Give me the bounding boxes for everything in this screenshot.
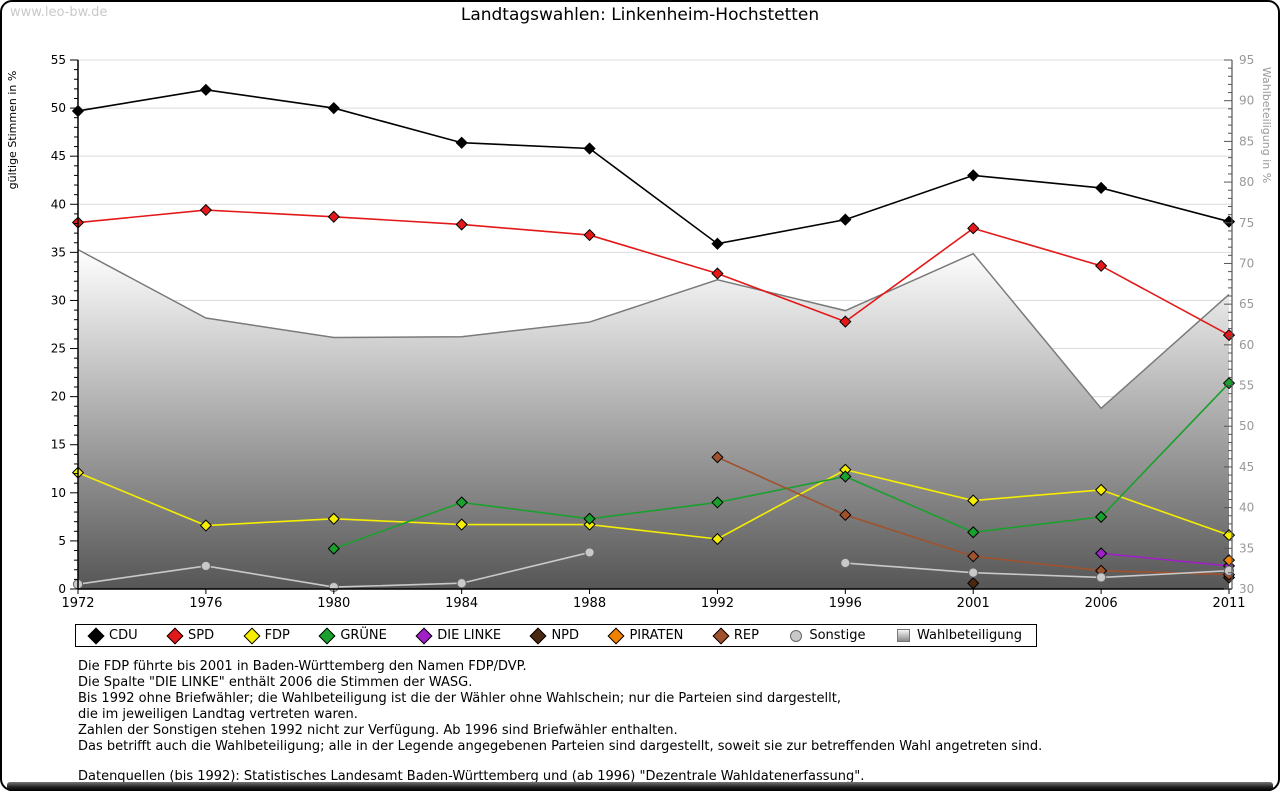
footnote-line: Bis 1992 ohne Briefwähler; die Wahlbetei…	[78, 691, 841, 706]
svg-text:5: 5	[58, 534, 66, 548]
legend-item-die-linke: DIE LINKE	[415, 627, 502, 644]
legend-item-sonstige: Sonstige	[790, 628, 866, 643]
legend-label: DIE LINKE	[437, 628, 502, 643]
legend-label: CDU	[109, 628, 138, 643]
diamond-marker-icon	[529, 627, 547, 644]
diamond-marker-icon	[87, 627, 105, 644]
diamond-marker-icon	[318, 627, 336, 644]
svg-text:35: 35	[51, 245, 66, 259]
svg-text:1988: 1988	[573, 596, 606, 611]
svg-text:1984: 1984	[445, 596, 478, 611]
legend-item-rep: REP	[712, 627, 759, 644]
svg-text:50: 50	[1239, 419, 1254, 433]
footnote-line: Zahlen der Sonstigen stehen 1992 nicht z…	[78, 723, 678, 738]
svg-text:0: 0	[58, 582, 66, 596]
legend-label: SPD	[188, 628, 215, 643]
svg-text:2006: 2006	[1085, 596, 1118, 611]
footnotes-lines: Die FDP führte bis 2001 in Baden-Württem…	[78, 659, 1042, 755]
svg-text:1972: 1972	[61, 596, 94, 611]
diamond-marker-icon	[712, 627, 730, 644]
svg-text:45: 45	[51, 149, 66, 163]
legend-label: PIRATEN	[629, 628, 684, 643]
svg-text:80: 80	[1239, 175, 1254, 189]
legend-item-fdp: FDP	[243, 627, 290, 644]
svg-text:95: 95	[1239, 53, 1254, 67]
svg-text:Wahlbeteiligung in %: Wahlbeteiligung in %	[1260, 67, 1273, 183]
svg-text:2011: 2011	[1212, 596, 1245, 611]
legend-item-wahlbeteiligung: Wahlbeteiligung	[896, 628, 1022, 643]
svg-text:90: 90	[1239, 94, 1254, 108]
svg-text:1980: 1980	[317, 596, 350, 611]
svg-text:1996: 1996	[829, 596, 862, 611]
svg-text:25: 25	[51, 342, 66, 356]
chart-footnotes: Die FDP führte bis 2001 in Baden-Württem…	[78, 659, 1042, 785]
svg-text:40: 40	[51, 197, 66, 211]
circle-marker-icon	[790, 629, 803, 642]
svg-text:2001: 2001	[957, 596, 990, 611]
legend-label: FDP	[264, 628, 290, 643]
svg-text:1992: 1992	[701, 596, 734, 611]
diamond-marker-icon	[166, 627, 184, 644]
svg-text:10: 10	[51, 486, 66, 500]
diamond-marker-icon	[607, 627, 625, 644]
legend-item-piraten: PIRATEN	[607, 627, 684, 644]
legend-item-cdu: CDU	[87, 627, 138, 644]
svg-text:70: 70	[1239, 256, 1254, 270]
square-marker-icon	[896, 629, 910, 642]
footnote-line: Die FDP führte bis 2001 in Baden-Württem…	[78, 659, 527, 674]
footnote-line: Die Spalte "DIE LINKE" enthält 2006 die …	[78, 675, 473, 690]
diamond-marker-icon	[415, 627, 433, 644]
svg-text:65: 65	[1239, 297, 1254, 311]
footnote-line: Das betrifft auch die Wahlbeteiligung; a…	[78, 739, 1043, 754]
legend-item-grüne: GRÜNE	[318, 627, 387, 644]
svg-text:55: 55	[51, 53, 66, 67]
svg-text:1976: 1976	[189, 596, 222, 611]
svg-text:15: 15	[51, 438, 66, 452]
svg-text:60: 60	[1239, 338, 1254, 352]
svg-text:35: 35	[1239, 541, 1254, 555]
svg-text:85: 85	[1239, 134, 1254, 148]
legend-label: Sonstige	[809, 628, 866, 643]
legend-item-spd: SPD	[166, 627, 215, 644]
svg-text:30: 30	[51, 293, 66, 307]
svg-text:gültige Stimmen in %: gültige Stimmen in %	[6, 71, 19, 190]
page-title: Landtagswahlen: Linkenheim-Hochstetten	[460, 5, 820, 25]
legend-label: GRÜNE	[340, 628, 387, 643]
window-bottom-edge	[7, 782, 1273, 791]
svg-text:30: 30	[1239, 582, 1254, 596]
svg-text:40: 40	[1239, 501, 1254, 515]
chart-legend: CDU SPD FDP GRÜNE DIE LINKE NPD PIRATEN REP Sons…	[75, 624, 1037, 647]
election-line-chart: 0 5 10 15 20 25 30 35 40 45 50 55 30 35 40 45 50 55 60 65 70…	[6, 53, 1273, 611]
site-watermark: www.leo-bw.de	[10, 5, 108, 20]
source-line: Datenquellen (bis 1992): Statistisches L…	[78, 769, 865, 784]
svg-text:45: 45	[1239, 460, 1254, 474]
svg-text:50: 50	[51, 101, 66, 115]
svg-text:20: 20	[51, 390, 66, 404]
legend-item-npd: NPD	[529, 627, 580, 644]
footnote-line: die im jeweiligen Landtag vertreten ware…	[78, 707, 358, 722]
svg-text:55: 55	[1239, 379, 1254, 393]
svg-text:75: 75	[1239, 216, 1254, 230]
legend-label: NPD	[551, 628, 580, 643]
legend-label: Wahlbeteiligung	[916, 628, 1022, 643]
diamond-marker-icon	[243, 627, 261, 644]
legend-label: REP	[733, 628, 759, 643]
